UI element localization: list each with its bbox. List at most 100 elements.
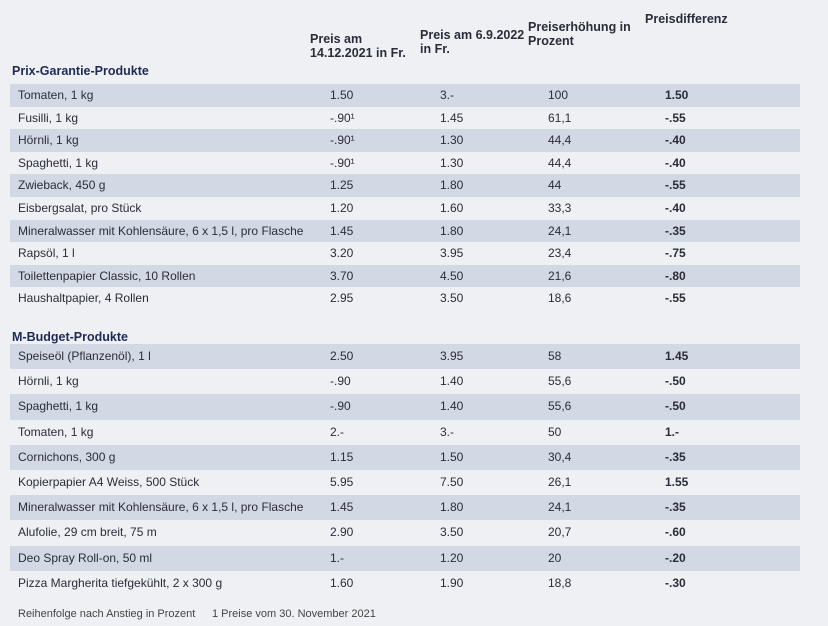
value-cell: 1.50 xyxy=(665,88,689,102)
value-cell: 61,1 xyxy=(548,110,572,125)
value-cell: 44,4 xyxy=(548,155,572,170)
value-cell: 18,8 xyxy=(548,575,572,590)
value-cell: 23,4 xyxy=(548,246,572,261)
value-cell: -.90¹ xyxy=(330,155,355,170)
value-cell: -.50 xyxy=(665,399,686,414)
value-cell: -.35 xyxy=(665,449,686,464)
value-cell: 44 xyxy=(548,178,562,193)
footer-order: Reihenfolge nach Anstieg in Prozent xyxy=(18,608,196,620)
value-cell: 1.45 xyxy=(330,223,354,238)
product-name: Hörnli, 1 kg xyxy=(18,374,79,389)
table-row: Tomaten, 1 kg 1.50 3.- 100 1.50 xyxy=(10,84,800,107)
product-name: Mineralwasser mit Kohlensäure, 6 x 1,5 l… xyxy=(18,223,304,238)
value-cell: 1.50 xyxy=(330,88,354,102)
value-cell: 3.95 xyxy=(440,349,464,363)
value-cell: -.30 xyxy=(665,575,686,590)
value-cell: 24,1 xyxy=(548,500,572,515)
product-name: Rapsöl, 1 l xyxy=(18,246,75,261)
product-name: Deo Spray Roll-on, 50 ml xyxy=(18,550,153,565)
value-cell: 1.55 xyxy=(665,475,689,489)
table-row: Zwieback, 450 g 1.25 1.80 44 -.55 xyxy=(10,174,800,197)
table-row: Mineralwasser mit Kohlensäure, 6 x 1,5 l… xyxy=(10,495,800,521)
value-cell: 3.50 xyxy=(440,525,464,540)
value-cell: 26,1 xyxy=(548,475,572,489)
table-row: Alufolie, 29 cm breit, 75 m 2.90 3.50 20,7 -… xyxy=(10,520,800,545)
product-name: Cornichons, 300 g xyxy=(18,449,116,464)
product-name: Kopierpapier A4 Weiss, 500 Stück xyxy=(18,475,200,489)
value-cell: -.90 xyxy=(330,399,351,414)
value-cell: 1.30 xyxy=(440,133,464,148)
value-cell: -.90 xyxy=(330,374,351,389)
value-cell: 3.20 xyxy=(330,246,354,261)
product-name: Spaghetti, 1 kg xyxy=(18,399,99,414)
product-name: Toilettenpapier Classic, 10 Rollen xyxy=(18,268,196,283)
value-cell: 1.90 xyxy=(440,575,464,590)
value-cell: 1.30 xyxy=(440,155,464,170)
product-name: Mineralwasser mit Kohlensäure, 6 x 1,5 l… xyxy=(18,500,304,515)
value-cell: 1.40 xyxy=(440,374,464,389)
value-cell: 2.50 xyxy=(330,349,354,363)
value-cell: 1.60 xyxy=(330,575,354,590)
product-name: Tomaten, 1 kg xyxy=(18,424,94,439)
value-cell: -.40 xyxy=(665,155,686,170)
value-cell: 3.- xyxy=(440,424,455,439)
product-name: Fusilli, 1 kg xyxy=(18,110,79,125)
table-row: Deo Spray Roll-on, 50 ml 1.- 1.20 20 -.20 xyxy=(10,545,800,571)
table-row: Hörnli, 1 kg -.90 1.40 55,6 -.50 xyxy=(10,369,800,394)
product-name: Tomaten, 1 kg xyxy=(18,88,94,102)
value-cell: -.90¹ xyxy=(330,110,355,125)
section-title: M-Budget-Produkte xyxy=(12,330,128,344)
value-cell: -.35 xyxy=(665,223,686,238)
value-cell: 1.- xyxy=(330,550,345,565)
value-cell: -.40 xyxy=(665,133,686,148)
value-cell: -.55 xyxy=(665,110,686,125)
value-cell: -.75 xyxy=(665,246,686,261)
value-cell: 30,4 xyxy=(548,449,572,464)
value-cell: 44,4 xyxy=(548,133,572,148)
table-row: Kopierpapier A4 Weiss, 500 Stück 5.95 7.50… xyxy=(10,470,800,495)
value-cell: 1.40 xyxy=(440,399,464,414)
table-row: Haushaltpapier, 4 Rollen 2.95 3.50 18,6 -.55 xyxy=(10,287,800,310)
table-row: Rapsöl, 1 l 3.20 3.95 23,4 -.75 xyxy=(10,242,800,265)
value-cell: -.90¹ xyxy=(330,133,355,148)
value-cell: 21,6 xyxy=(548,268,572,283)
table-row: Speiseöl (Pflanzenöl), 1 l 2.50 3.95 58 1.45 xyxy=(10,344,800,370)
product-name: Spaghetti, 1 kg xyxy=(18,155,99,170)
table-row: Eisbergsalat, pro Stück 1.20 1.60 33,3 -.40 xyxy=(10,197,800,220)
value-cell: 1.50 xyxy=(440,449,464,464)
value-cell: 1.45 xyxy=(440,110,464,125)
value-cell: 1.80 xyxy=(440,223,464,238)
value-cell: 7.50 xyxy=(440,475,464,489)
value-cell: 20 xyxy=(548,550,562,565)
value-cell: 1.20 xyxy=(440,550,464,565)
value-cell: 5.95 xyxy=(330,475,354,489)
product-name: Haushaltpapier, 4 Rollen xyxy=(18,291,149,306)
value-cell: 100 xyxy=(548,88,569,102)
value-cell: 18,6 xyxy=(548,291,572,306)
table-row: Tomaten, 1 kg 2.- 3.- 50 1.- xyxy=(10,420,800,445)
table-row: Cornichons, 300 g 1.15 1.50 30,4 -.35 xyxy=(10,444,800,470)
table-row: Fusilli, 1 kg -.90¹ 1.45 61,1 -.55 xyxy=(10,107,800,130)
table-row: Spaghetti, 1 kg -.90¹ 1.30 44,4 -.40 xyxy=(10,152,800,175)
table-row: Hörnli, 1 kg -.90¹ 1.30 44,4 -.40 xyxy=(10,129,800,152)
column-header: Preisdifferenz xyxy=(645,12,728,26)
footer-note: 1 Preise vom 30. November 2021 xyxy=(212,608,376,620)
section-title: Prix-Garantie-Produkte xyxy=(12,64,149,78)
value-cell: 50 xyxy=(548,424,562,439)
value-cell: -.40 xyxy=(665,201,686,215)
value-cell: -.55 xyxy=(665,291,686,306)
product-name: Zwieback, 450 g xyxy=(18,178,106,193)
value-cell: 4.50 xyxy=(440,268,464,283)
value-cell: 24,1 xyxy=(548,223,572,238)
table-row: Mineralwasser mit Kohlensäure, 6 x 1,5 l… xyxy=(10,219,800,243)
product-name: Pizza Margherita tiefgekühlt, 2 x 300 g xyxy=(18,575,223,590)
value-cell: 3.- xyxy=(440,88,455,102)
product-name: Alufolie, 29 cm breit, 75 m xyxy=(18,525,157,540)
value-cell: 2.95 xyxy=(330,291,354,306)
value-cell: 1.45 xyxy=(665,349,689,363)
column-header: Preis am 6.9.2022 in Fr. xyxy=(420,28,525,56)
product-name: Eisbergsalat, pro Stück xyxy=(18,201,142,215)
value-cell: 55,6 xyxy=(548,374,572,389)
column-header: Preiserhöhung in Prozent xyxy=(528,20,631,48)
